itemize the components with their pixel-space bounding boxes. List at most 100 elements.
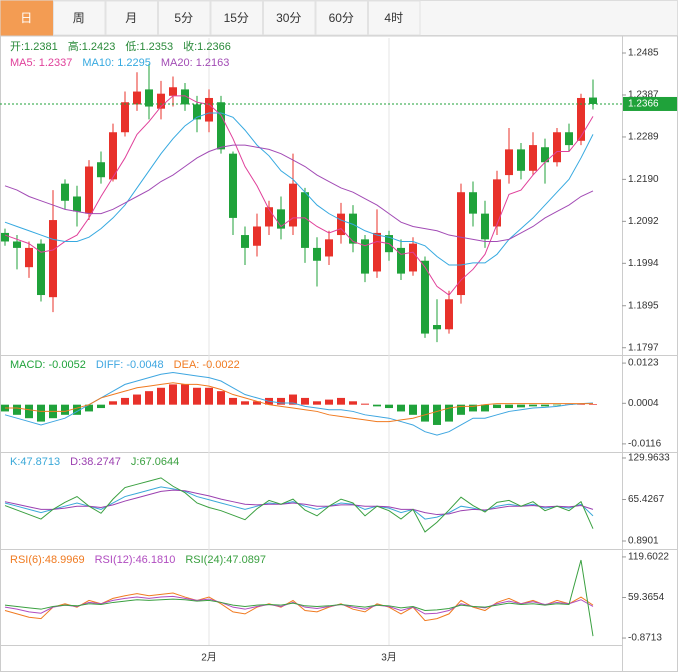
tab-background[interactable] [158,0,211,36]
candle-body [121,102,129,133]
candle-body [493,179,501,227]
macd-bar [517,404,525,408]
y-tick-label: 1.1895 [628,300,659,311]
y-tick-label: 129.9633 [628,453,670,464]
macd-bar [541,404,549,407]
macd-bar [325,399,333,405]
candle-body [241,235,249,248]
candle-body [301,192,309,248]
tab-background[interactable] [315,0,368,36]
ma-line [4,112,594,266]
tab-label[interactable]: 日 [20,11,32,25]
y-tick-label: 1.2289 [628,132,659,143]
tab-background[interactable] [263,0,316,36]
panel [4,477,594,533]
candle-body [421,260,429,334]
macd-bar [193,387,201,405]
current-price-label: 1.2366 [628,99,659,110]
y-tick-label: 1.2485 [628,48,659,59]
candle-body [337,213,345,236]
tab[interactable]: 15分 [210,0,263,36]
candle-body [313,247,321,261]
y-tick-label: -0.0116 [628,439,662,450]
macd-bar [589,404,597,405]
tab[interactable]: 30分 [263,0,316,36]
y-tick-label: 1.2190 [628,174,659,185]
macd-bar [493,404,501,409]
ohlc-info: 低:1.2353 [125,40,173,53]
tab-label[interactable]: 5分 [174,11,193,25]
macd-bar [145,391,153,405]
macd-bar [481,404,489,412]
tab[interactable]: 日 [0,0,53,36]
macd-bar [457,404,465,415]
candle-body [349,213,357,244]
candle-body [265,207,273,227]
legend-entry: J:67.0644 [131,456,179,468]
tab-background[interactable] [368,0,421,36]
legend-entry: DIFF: -0.0048 [96,359,164,371]
candle-body [25,247,33,268]
macd-bar [157,387,165,405]
tab-label[interactable]: 周 [73,11,85,25]
candle-body [505,149,513,176]
y-tick-label: 65.4267 [628,494,665,505]
tab-background[interactable] [210,0,263,36]
tab-label[interactable]: 4时 [384,11,403,25]
tab-label[interactable]: 60分 [329,11,354,25]
candle-body [61,183,69,201]
candle-body [193,104,201,120]
candle-body [541,147,549,163]
tab-background[interactable] [53,0,106,36]
tab[interactable]: 5分 [158,0,211,36]
candle-body [85,166,93,214]
y-tick-label: 0.0123 [628,358,659,369]
macd-bar [577,403,585,405]
x-tick-label: 2月 [201,652,217,664]
legend-entry: D:38.2747 [70,456,121,468]
macd-bar [505,404,513,409]
y-tick-label: -0.8713 [628,633,662,644]
legend-entry: RSI(12):46.1810 [95,554,176,566]
ohlc-info: 收:1.2366 [183,39,231,53]
y-tick-label: 59.3654 [628,592,665,603]
y-tick-label: 1.1797 [628,342,659,353]
ohlc-info: 高:1.2423 [68,39,116,53]
candle-body [469,192,477,214]
macd-bar [553,404,561,406]
indicator-line [4,559,594,637]
tab-background[interactable] [0,0,53,36]
tab-label[interactable]: 月 [125,11,137,25]
tab[interactable]: 60分 [315,0,368,36]
tab[interactable]: 月 [105,0,158,36]
tab[interactable]: 周 [53,0,106,36]
macd-bar [385,404,393,409]
tab-label[interactable]: 15分 [224,11,249,25]
y-tick-label: 119.6022 [628,552,669,563]
candle-body [445,299,453,330]
candle-body [229,153,237,218]
candle-body [133,91,141,105]
candle-body [289,183,297,227]
candle-body [49,220,57,298]
indicator-line [4,489,594,516]
candle-body [217,102,225,150]
candle-body [565,132,573,146]
tab[interactable]: 4时 [368,0,421,36]
candle-body [361,239,369,274]
candle-body [397,247,405,274]
candle-body [481,213,489,240]
x-tick-label: 3月 [381,652,397,664]
macd-bar [73,404,81,415]
legend-entry: DEA: -0.0022 [174,359,240,371]
candle-body [169,87,177,96]
macd-bar [445,404,453,422]
indicator-line [5,382,593,423]
panel [1,63,597,343]
tab-label[interactable]: 30分 [276,11,301,25]
macd-bar [349,401,357,405]
macd-bar [397,404,405,412]
tab-background[interactable] [105,0,158,36]
